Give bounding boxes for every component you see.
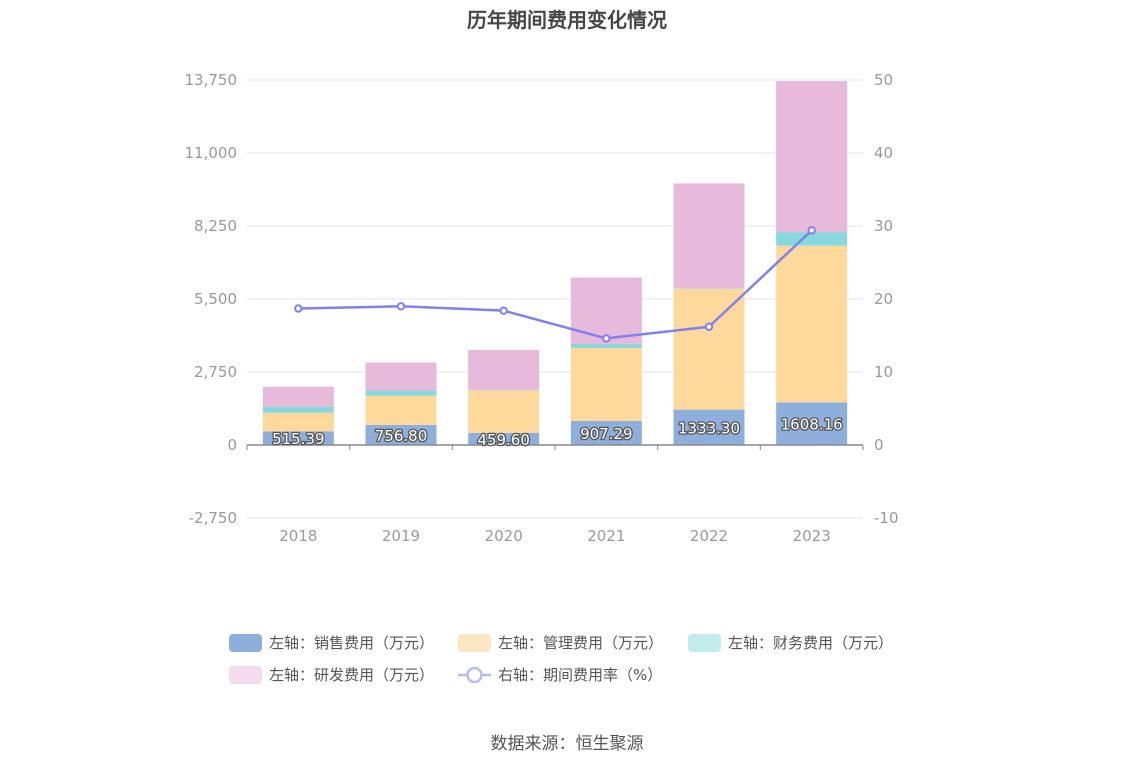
x-axis-label-2019: 2019	[382, 527, 420, 545]
left-axis-tick-label: 11,000	[185, 144, 238, 162]
x-axis-label-2021: 2021	[587, 527, 625, 545]
bar-sales-2020	[468, 432, 540, 445]
right-axis-tick-label: 0	[874, 436, 884, 454]
left-axis-tick-label: 5,500	[194, 290, 237, 308]
left-axis-tick-label: 8,250	[194, 217, 237, 235]
bars	[262, 81, 848, 445]
bar-finance-2021	[570, 343, 642, 348]
bar-sales-2018	[262, 431, 334, 445]
rate-point-2023	[807, 226, 816, 235]
rate-line	[298, 229, 813, 340]
right-axis-tick-label: 50	[874, 71, 893, 89]
legend-swatch-finance	[688, 634, 721, 652]
x-axis	[246, 444, 864, 450]
bar-finance-2018	[262, 406, 334, 413]
rate-point-2018	[294, 304, 303, 313]
left-axis-tick-label: 13,750	[185, 71, 238, 89]
chart-title: 历年期间费用变化情况	[467, 8, 667, 32]
left-axis-tick-label: 2,750	[194, 363, 237, 381]
bar-rnd-2019	[365, 362, 437, 391]
bar-label-sales-2020: 459.60	[477, 431, 530, 449]
bar-label-sales-2022: 1333.30	[678, 419, 740, 437]
bar-label-sales-2023: 1608.16	[781, 416, 843, 434]
bar-finance-2019	[365, 390, 437, 396]
bar-rnd-2023	[776, 81, 848, 233]
legend-swatch-rnd	[229, 666, 262, 684]
bar-rnd-2018	[262, 386, 334, 407]
bar-finance-2022	[673, 288, 745, 289]
bar-data-labels: 515.39 756.80 459.60 907.29 1333.30 1608.16	[271, 414, 844, 450]
bar-admin-2018	[262, 412, 334, 432]
x-axis-label-2022: 2022	[690, 527, 728, 545]
right-axis-tick-label: 30	[874, 217, 893, 235]
bar-finance-2020	[468, 389, 540, 391]
right-axis-tick-label: 40	[874, 144, 893, 162]
rate-point-2022	[704, 322, 714, 331]
bar-rnd-2020	[468, 349, 540, 390]
legend: 左轴：销售费用（万元） 左轴：管理费用（万元） 左轴：财务费用（万元） 左轴：研发费用…	[229, 634, 893, 684]
bar-sales-2019	[365, 424, 437, 445]
x-axis-label-2023: 2023	[793, 527, 831, 545]
bar-sales-2023	[776, 402, 848, 445]
x-axis-tick-labels: 2018 2019 2020 2021 2022 2023	[279, 527, 831, 545]
bar-sales-2021	[570, 420, 642, 445]
bar-sales-2022	[673, 409, 745, 445]
legend-swatch-sales	[229, 634, 262, 652]
right-axis-ticks: -10 0 10 20 30 40 50	[874, 71, 899, 527]
right-axis-tick-label: 20	[874, 290, 893, 308]
rate-line-series	[294, 226, 816, 343]
legend-label-rate: 右轴：期间费用率（%）	[498, 666, 662, 684]
bar-admin-2022	[673, 288, 745, 410]
x-axis-label-2020: 2020	[485, 527, 523, 545]
bar-label-sales-2018: 515.39	[272, 430, 325, 448]
bar-admin-2019	[365, 395, 437, 425]
bar-label-sales-2019: 756.80	[375, 427, 428, 445]
left-axis-tick-label: 0	[227, 436, 237, 454]
bar-rnd-2021	[570, 277, 642, 344]
bar-admin-2023	[776, 245, 848, 403]
legend-label-finance: 左轴：财务费用（万元）	[728, 634, 893, 652]
right-axis-tick-label: -10	[874, 509, 899, 527]
left-axis-tick-label: -2,750	[189, 509, 237, 527]
legend-label-admin: 左轴：管理费用（万元）	[498, 634, 663, 652]
legend-label-rnd: 左轴：研发费用（万元）	[269, 666, 434, 684]
legend-swatch-admin	[458, 634, 491, 652]
left-axis-ticks: -2,750 0 2,750 5,500 8,250 11,000 13,750	[185, 71, 238, 527]
right-axis-tick-label: 10	[874, 363, 893, 381]
x-axis-label-2018: 2018	[279, 527, 317, 545]
rate-point-2020	[499, 306, 508, 315]
bar-rnd-2022	[673, 183, 745, 289]
bar-finance-2023	[776, 232, 848, 246]
legend-label-sales: 左轴：销售费用（万元）	[269, 634, 434, 652]
source-note: 数据来源：恒生聚源	[490, 734, 644, 754]
bar-label-sales-2021: 907.29	[580, 425, 633, 443]
rate-point-2021	[602, 334, 611, 343]
rate-point-2019	[396, 302, 406, 311]
bar-admin-2020	[468, 390, 540, 433]
bar-admin-2021	[570, 347, 642, 421]
grid-lines	[247, 79, 863, 519]
legend-swatch-marker-rate	[466, 666, 483, 684]
